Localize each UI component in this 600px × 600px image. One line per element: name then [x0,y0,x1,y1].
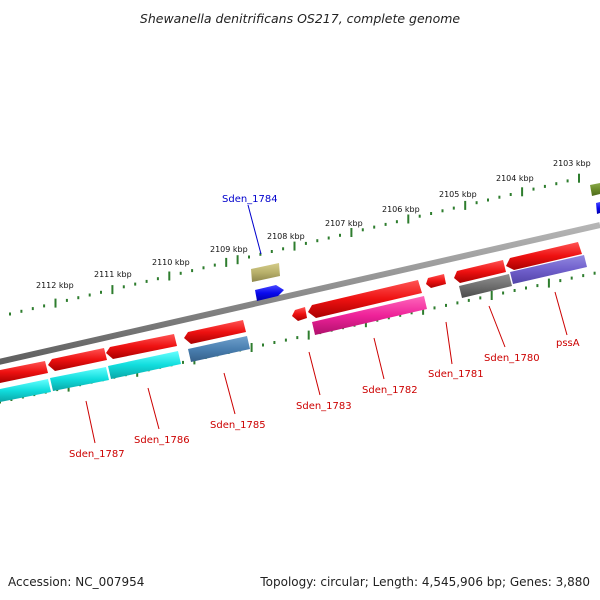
gene-label-sden-1782[interactable]: Sden_1782 [362,385,418,396]
leader-sden-1783 [308,351,321,396]
feature-sden-1787-shade [50,367,109,391]
feature-sden-1782-shade [312,296,427,335]
gene-label-sden-1780[interactable]: Sden_1780 [484,353,540,364]
leader-sden-1786 [147,387,160,430]
feature-sden-1784-shade [251,263,280,282]
feature-sden-1787-arrow[interactable] [48,348,107,371]
ruler-label-2107: 2107 kbp [325,219,363,228]
feature-left-arrow[interactable] [0,361,48,383]
ruler-label-2103: 2103 kbp [553,159,591,168]
reverse-shades [0,255,587,402]
leader-sden-1781 [445,321,453,365]
feature-blue-edge[interactable] [596,202,600,214]
ruler-labels: 2103 kbp 2104 kbp 2105 kbp 2106 kbp 2107… [36,159,591,290]
feature-pssa-arrow[interactable] [506,242,582,270]
outer-ruler [9,173,580,316]
feature-sden-1782-arrow[interactable] [308,280,422,318]
ruler-label-2112: 2112 kbp [36,281,74,290]
feature-sden-1781-arrow[interactable] [426,274,446,288]
feature-olive-shade [590,183,600,196]
forward-features [251,183,600,301]
feature-left-shade [0,379,51,402]
feature-pssa-shade [510,255,587,284]
ruler-label-2104: 2104 kbp [496,174,534,183]
leader-sden-1787 [85,400,96,444]
reverse-arrows [0,242,582,383]
ruler-label-2110: 2110 kbp [152,258,190,267]
feature-sden-1785-shade [188,336,250,362]
feature-sden-1783-arrow[interactable] [292,307,307,321]
feature-sden-1780-arrow[interactable] [454,260,506,283]
topology-text: Topology: circular; Length: 4,545,906 bp… [259,575,590,589]
leader-lines [85,204,568,444]
feature-sden-1786-shade [108,351,181,379]
leader-sden-1785 [223,372,236,415]
leader-sden-1780 [488,305,506,348]
gene-labels: Sden_1784 pssA Sden_1780 Sden_1781 Sden_… [69,194,580,460]
gene-label-sden-1787[interactable]: Sden_1787 [69,449,125,460]
gene-label-sden-1786[interactable]: Sden_1786 [134,435,190,446]
gene-label-sden-1785[interactable]: Sden_1785 [210,420,266,431]
gene-label-pssa[interactable]: pssA [556,338,580,349]
feature-sden-1786-arrow[interactable] [106,334,177,359]
leader-sden-1782 [373,337,385,380]
genome-backbone [0,222,600,365]
leader-sden-1784 [247,204,262,255]
ruler-label-2109: 2109 kbp [210,245,248,254]
page-title: Shewanella denitrificans OS217, complete… [140,11,460,26]
ruler-label-2111: 2111 kbp [94,270,132,279]
feature-sden-1784-arrow[interactable] [255,285,284,301]
accession-text: Accession: NC_007954 [8,575,144,589]
ruler-label-2108: 2108 kbp [267,232,305,241]
ruler-label-2105: 2105 kbp [439,190,477,199]
feature-sden-1780-shade [459,274,512,298]
gene-label-sden-1783[interactable]: Sden_1783 [296,401,352,412]
leader-pssa [554,291,568,336]
feature-sden-1785-arrow[interactable] [184,320,246,344]
gene-label-sden-1781[interactable]: Sden_1781 [428,369,484,380]
gene-label-sden-1784[interactable]: Sden_1784 [222,194,278,205]
ruler-label-2106: 2106 kbp [382,205,420,214]
